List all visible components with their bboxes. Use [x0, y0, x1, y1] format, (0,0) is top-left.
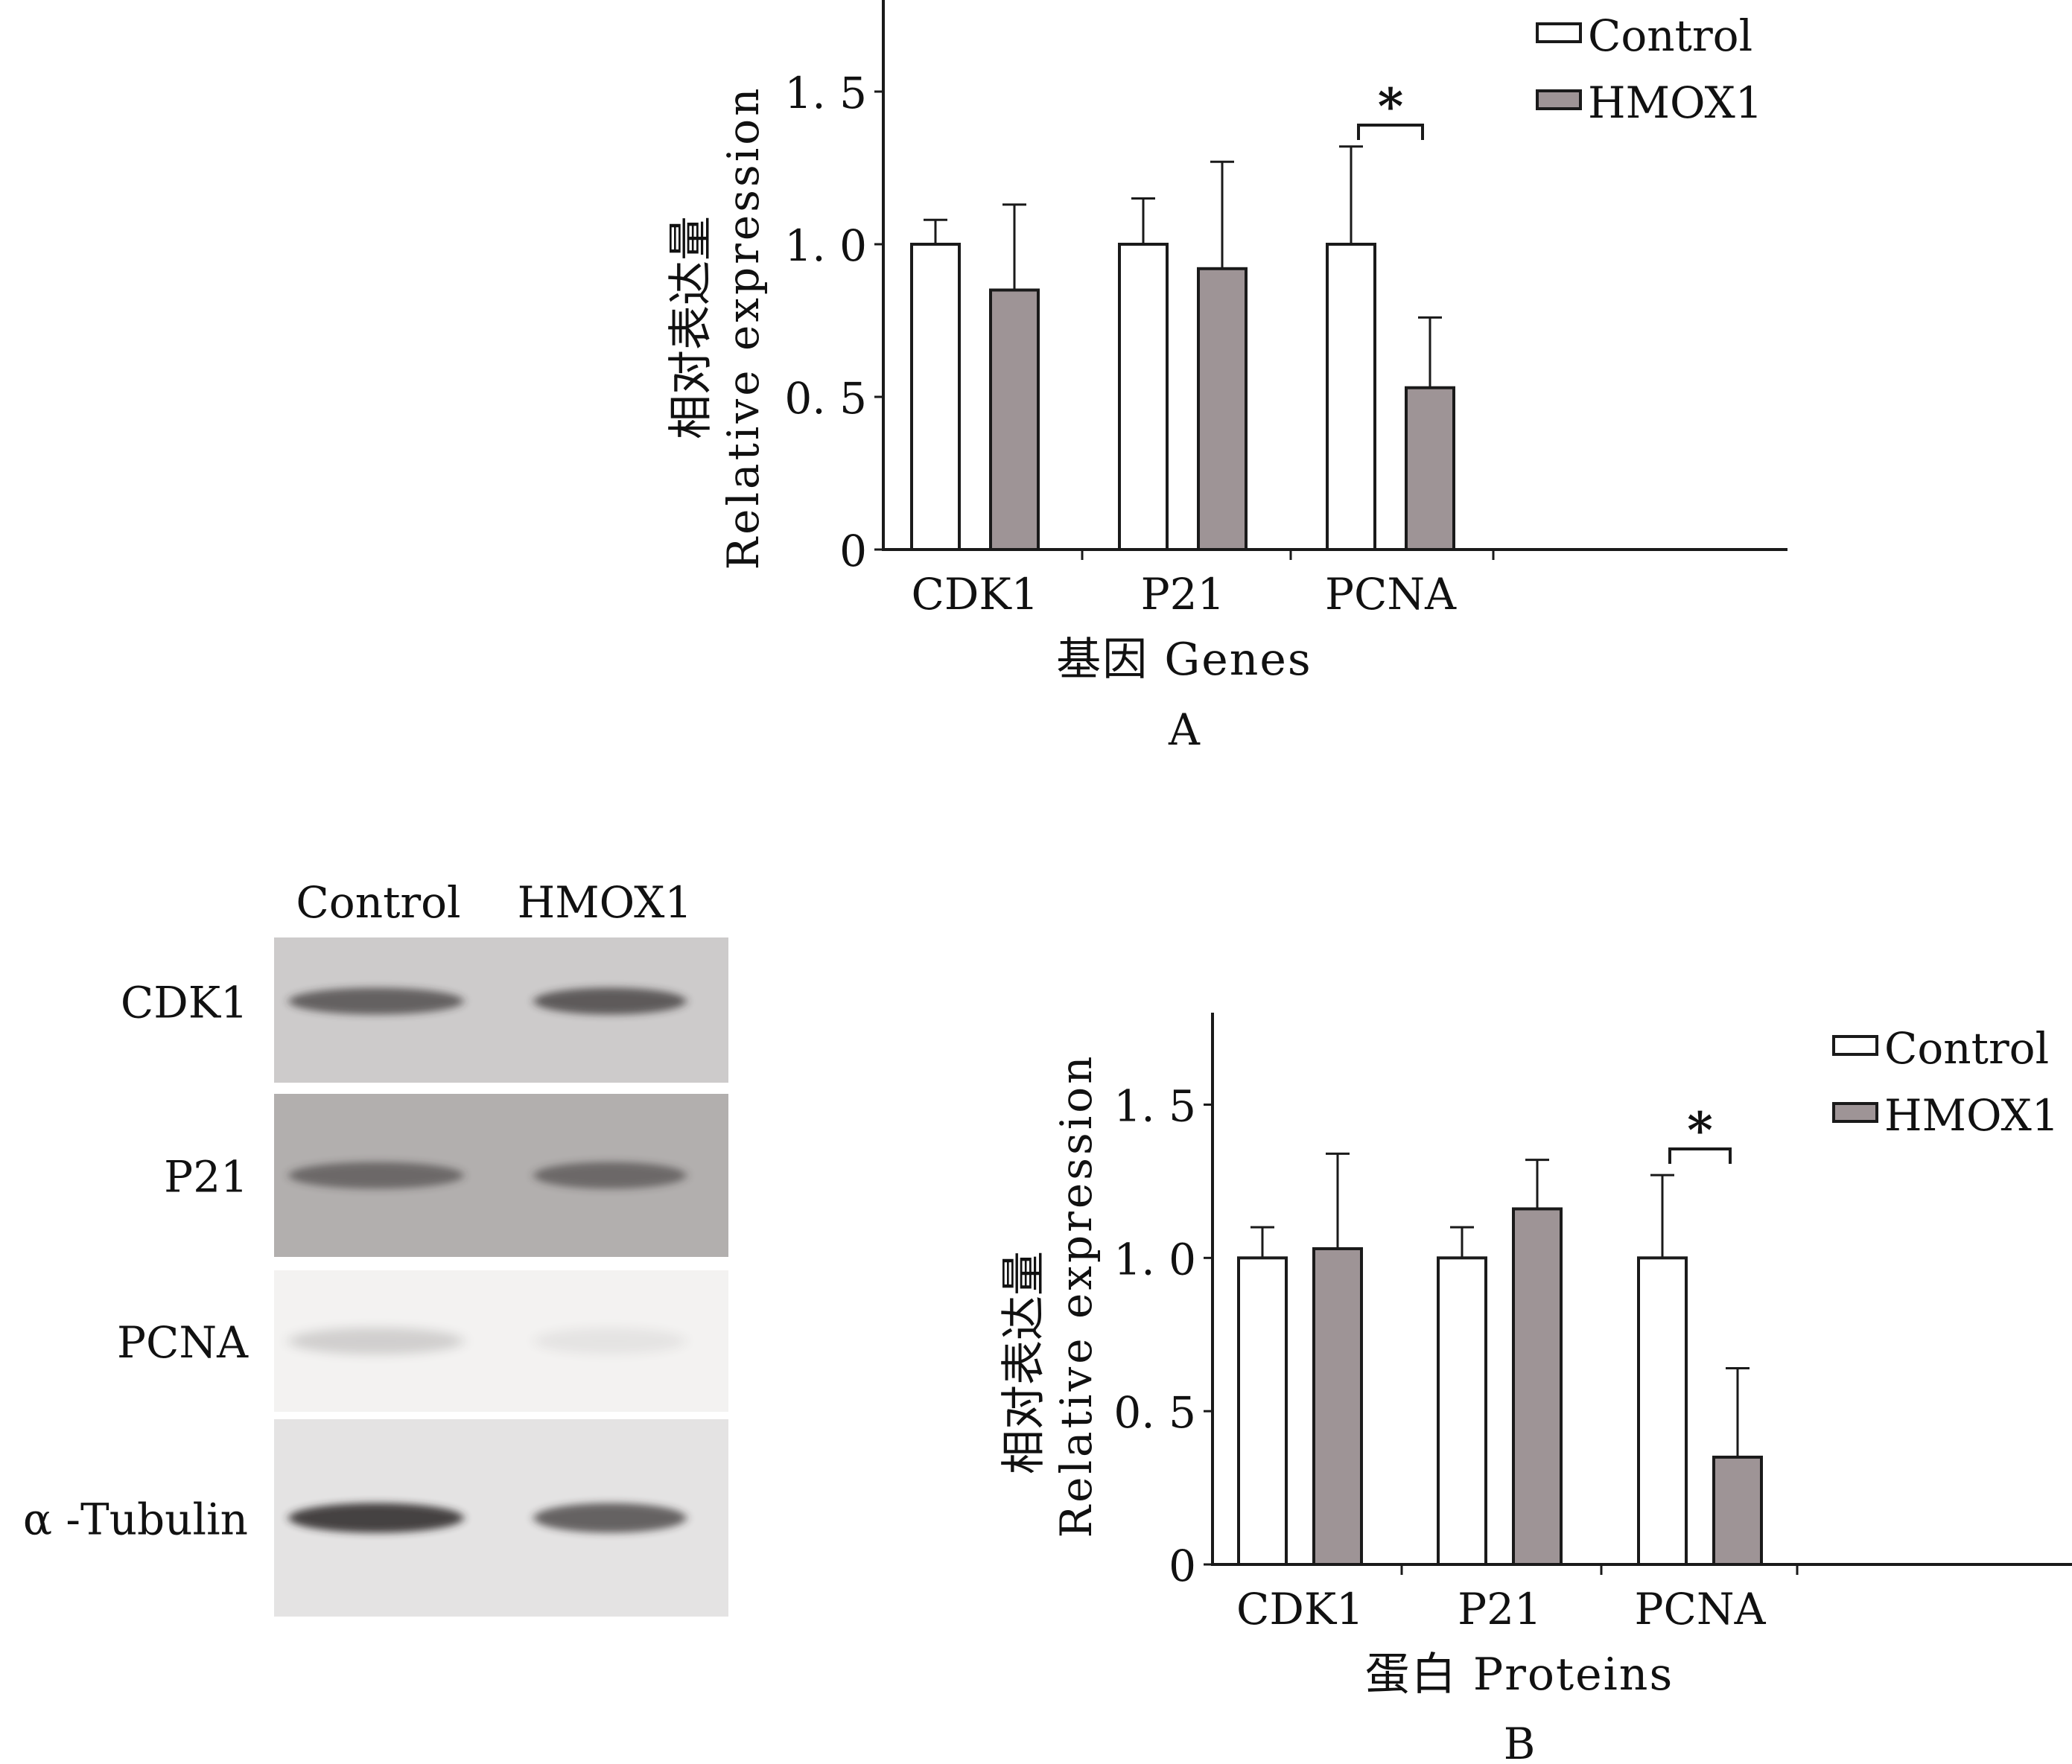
legend-swatch-control [1536, 22, 1582, 43]
y-tick-label: 1. 0 [1113, 1234, 1196, 1284]
y-axis-label-cn: 相对表达量 [665, 216, 717, 439]
y-tick-label: 1. 0 [784, 220, 867, 271]
panel-label: B [1504, 1719, 1536, 1764]
y-tick-label: 0 [839, 526, 867, 576]
bar-hmox1-cdk1 [1312, 1246, 1363, 1566]
bar-hmox1-p21 [1197, 267, 1248, 551]
bar-hmox1-p21 [1512, 1207, 1563, 1566]
legend-swatch-hmox1 [1536, 89, 1582, 110]
y-axis-label-en: Relative expression [718, 85, 769, 570]
y-tick-label: 0. 5 [784, 373, 867, 424]
bar-control-p21 [1437, 1256, 1487, 1567]
chart-a-genes: 0 0. 5 1. 0 1. 5 CDK1 P21 PCNA * Control HMOX1 相对表… [665, 0, 1787, 755]
x-axis-label: 基因 Genes [1056, 634, 1312, 686]
panel-label: A [1168, 704, 1201, 755]
y-tick-label: 1. 5 [784, 68, 867, 118]
blot-band [288, 987, 464, 1015]
legend-label-control: Control [1588, 10, 1752, 61]
blot-lane-label-hmox1: HMOX1 [518, 877, 693, 928]
bar-hmox1-pcna [1712, 1455, 1763, 1566]
bar-hmox1-pcna [1405, 386, 1455, 552]
legend-label-control: Control [1884, 1023, 2049, 1074]
legend-swatch-control [1832, 1035, 1878, 1056]
x-tick-label: CDK1 [1236, 1584, 1364, 1634]
x-axis-label: 蛋白 Proteins [1365, 1649, 1674, 1701]
blot-band [533, 1328, 687, 1354]
chart-b-proteins: 0 0. 5 1. 0 1. 5 CDK1 P21 PCNA * Control HMOX1 相对表… [998, 1013, 2072, 1764]
x-tick-label: CDK1 [911, 569, 1038, 620]
bar-hmox1-cdk1 [989, 288, 1040, 551]
significance-asterisk: * [1378, 77, 1404, 136]
x-tick-label: PCNA [1325, 569, 1457, 620]
bar-control-p21 [1118, 243, 1169, 551]
x-tick-label: P21 [1141, 569, 1225, 620]
blot-band [533, 1162, 687, 1189]
legend-label-hmox1: HMOX1 [1588, 77, 1763, 128]
bar-control-cdk1 [1237, 1256, 1288, 1567]
bar-control-pcna [1326, 243, 1376, 551]
x-tick-label: PCNA [1634, 1584, 1766, 1634]
bar-control-cdk1 [910, 243, 961, 551]
y-axis-label-en: Relative expression [1051, 1053, 1102, 1538]
legend-swatch-hmox1 [1832, 1102, 1878, 1123]
significance-asterisk: * [1687, 1101, 1713, 1159]
significance-bracket [1668, 1147, 1732, 1164]
blot-row-label: P21 [164, 1152, 248, 1203]
blot-row-label: PCNA [117, 1317, 249, 1368]
western-blot-panel: Control HMOX1 CDK1 P21 PCNA α -Tubulin [23, 877, 728, 1617]
y-tick-label: 1. 5 [1113, 1081, 1196, 1132]
y-axis-label-cn: 相对表达量 [998, 1251, 1050, 1474]
blot-row-label: α -Tubulin [23, 1494, 248, 1545]
legend-label-hmox1: HMOX1 [1884, 1090, 2059, 1141]
x-tick-label: P21 [1458, 1584, 1542, 1634]
blot-lane-label-control: Control [296, 877, 460, 928]
bar-control-pcna [1637, 1256, 1688, 1567]
y-tick-label: 0 [1169, 1541, 1196, 1591]
blot-band [288, 1328, 464, 1354]
blot-row-label: CDK1 [121, 978, 248, 1028]
y-tick-label: 0. 5 [1113, 1387, 1196, 1438]
blot-band [288, 1503, 464, 1533]
blot-band [533, 1503, 687, 1533]
significance-bracket [1357, 124, 1424, 140]
blot-band [288, 1162, 464, 1189]
blot-band [533, 987, 687, 1015]
